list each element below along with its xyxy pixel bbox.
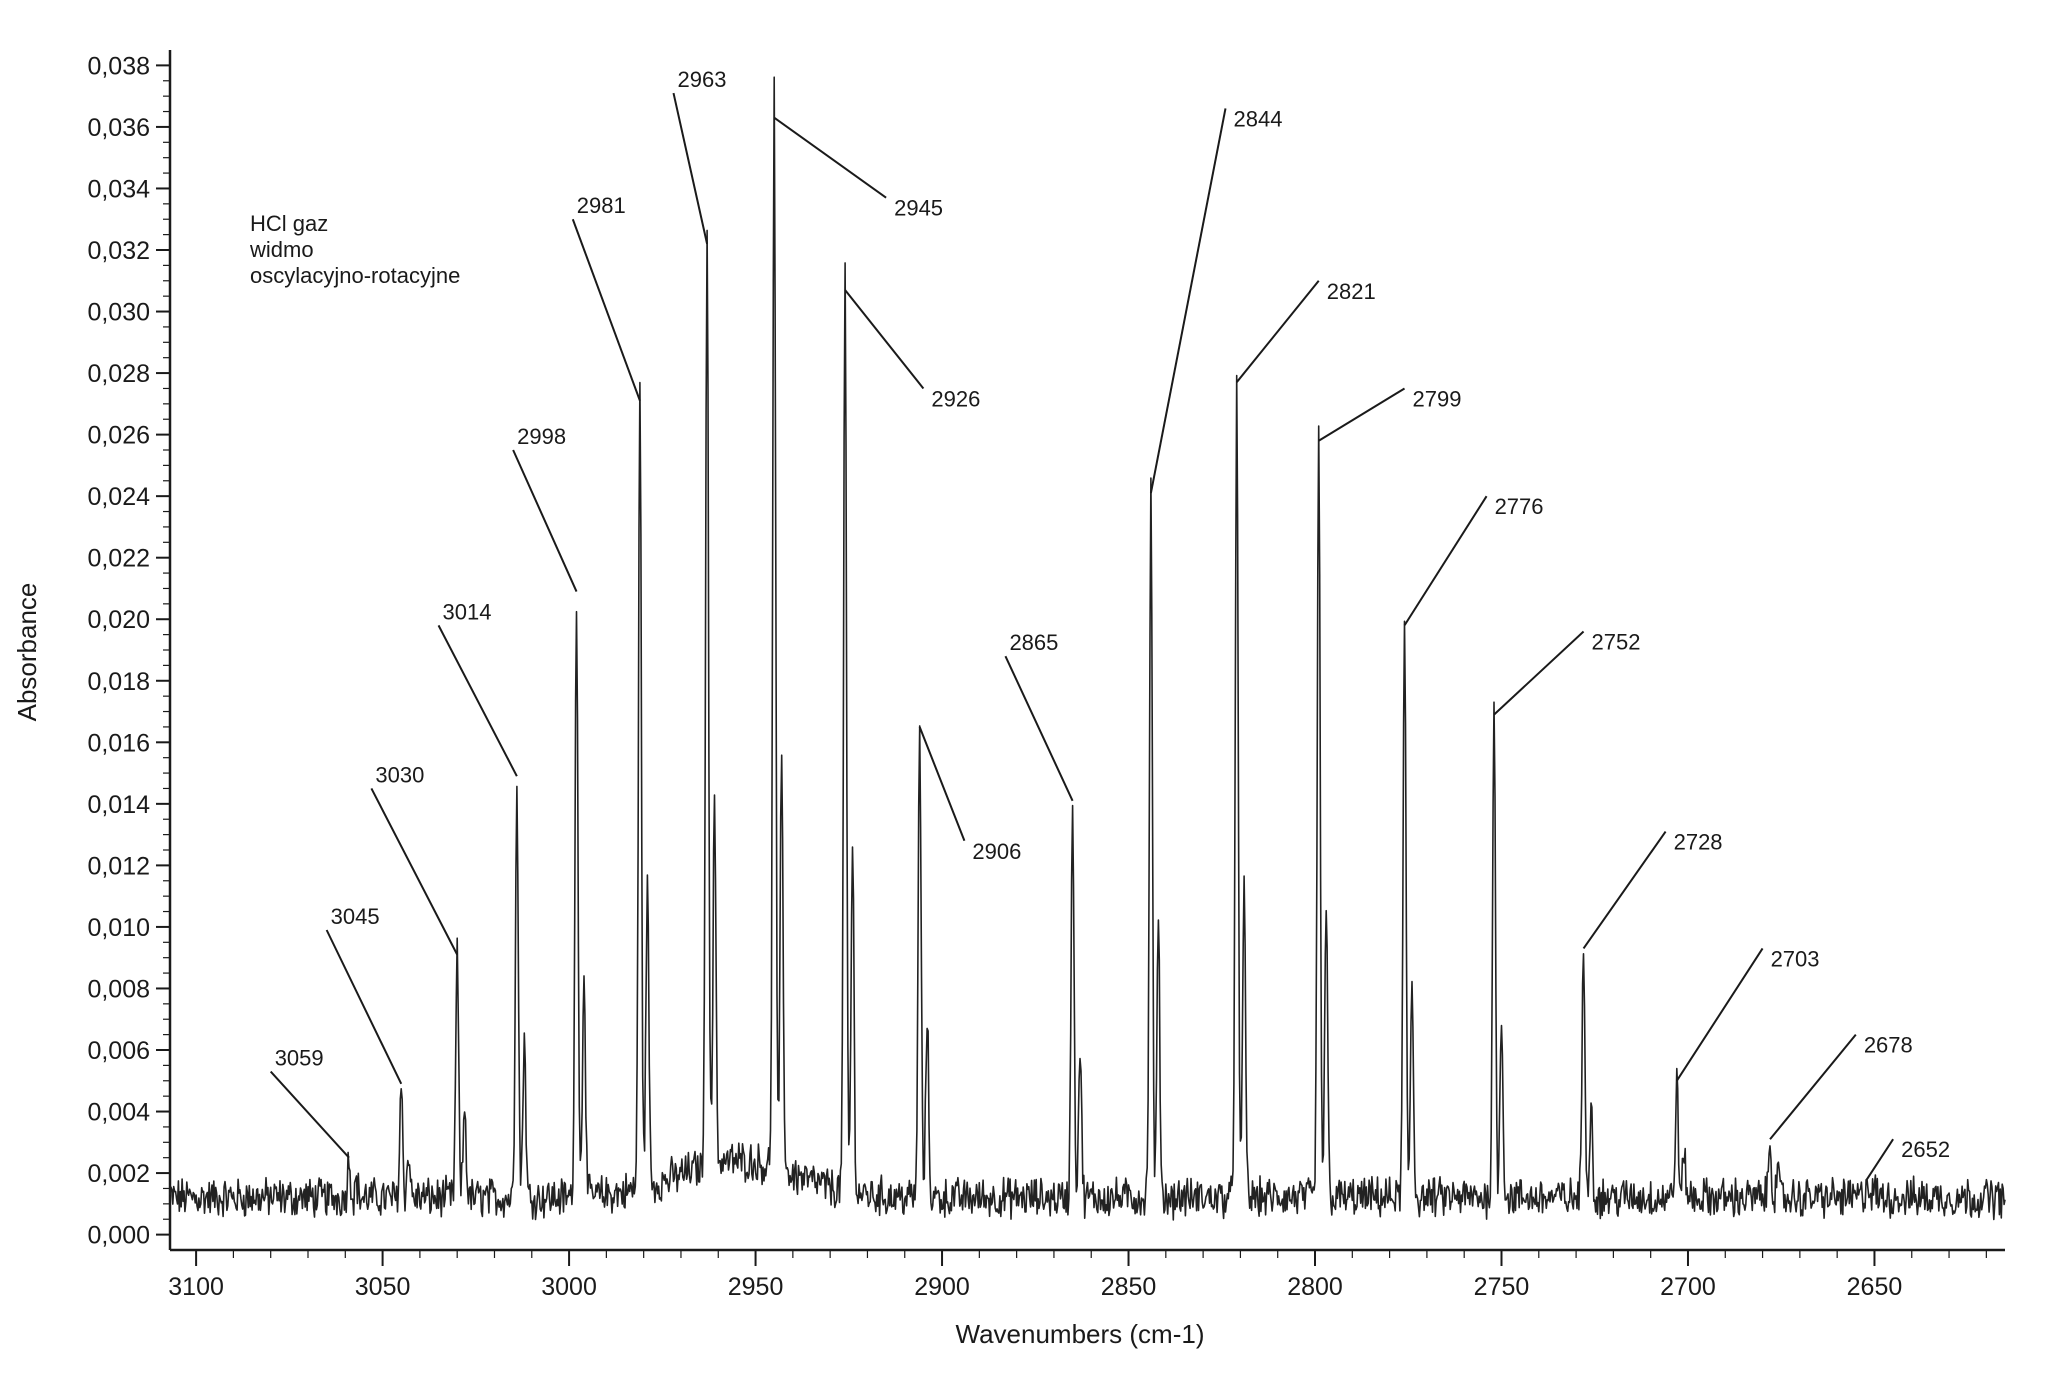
- peak-label-2799: 2799: [1413, 386, 1462, 411]
- peak-label-3014: 3014: [443, 599, 492, 624]
- peak-label-2981: 2981: [577, 193, 626, 218]
- y-axis-title: Absorbance: [12, 583, 42, 722]
- x-tick-label: 2750: [1474, 1273, 1530, 1301]
- y-tick-label: 0,014: [87, 791, 150, 819]
- peak-leader-line-3045: [325, 929, 403, 1085]
- peak-leader-line-2844: [1149, 108, 1227, 494]
- peak-leader-line-2926: [844, 289, 925, 390]
- peak-leader-line-2678: [1769, 1033, 1857, 1140]
- peak-labels: 3059 3045 3030 3014 2998 2981 2963 2945 2926 2906…: [275, 67, 1950, 1162]
- peak-leader-line-2981: [571, 218, 641, 402]
- peak-label-2703: 2703: [1771, 946, 1820, 971]
- peak-leader-lines: [269, 92, 1894, 1180]
- peak-label-2998: 2998: [517, 424, 566, 449]
- annotation-line-2: widmo: [249, 237, 314, 262]
- y-tick-label: 0,038: [87, 52, 150, 80]
- peak-leader-line-2945: [773, 116, 887, 199]
- peak-label-2752: 2752: [1592, 630, 1641, 655]
- y-tick-label: 0,028: [87, 360, 150, 388]
- peak-leader-line-2752: [1493, 630, 1585, 716]
- x-ticks: 3100 3050 3000 2950 2900 2850 2800 2750 2700 2650: [168, 1250, 1987, 1301]
- annotation-line-3: oscylacyjno-rotacyjne: [250, 263, 460, 288]
- peak-leader-line-2776: [1403, 495, 1488, 626]
- peak-leader-line-3059: [269, 1070, 350, 1159]
- peak-label-2776: 2776: [1495, 494, 1544, 519]
- peak-label-2652: 2652: [1901, 1137, 1950, 1162]
- y-tick-label: 0,030: [87, 299, 150, 327]
- spectrum-series-line: [169, 76, 2006, 1221]
- x-tick-label: 3050: [355, 1273, 411, 1301]
- y-tick-label: 0,022: [87, 545, 150, 573]
- peak-label-3045: 3045: [331, 904, 380, 929]
- x-tick-label: 2650: [1847, 1273, 1903, 1301]
- peak-label-2678: 2678: [1864, 1033, 1913, 1058]
- peak-leader-line-2652: [1866, 1138, 1894, 1180]
- y-tick-label: 0,008: [87, 975, 150, 1003]
- y-tick-label: 0,034: [87, 175, 150, 203]
- y-tick-label: 0,016: [87, 729, 150, 757]
- annotation-line-1: HCl gaz: [250, 211, 328, 236]
- peak-leader-line-2963: [672, 92, 709, 245]
- y-tick-label: 0,004: [87, 1099, 150, 1127]
- y-tick-label: 0,024: [87, 483, 150, 511]
- peak-leader-line-2821: [1235, 280, 1320, 383]
- peak-leader-line-2998: [512, 449, 578, 592]
- peak-leader-line-3030: [370, 788, 459, 956]
- y-tick-label: 0,002: [87, 1160, 150, 1188]
- peak-label-2926: 2926: [931, 386, 980, 411]
- x-axis-title: Wavenumbers (cm-1): [956, 1319, 1205, 1349]
- x-tick-label: 2900: [914, 1273, 970, 1301]
- peak-label-2906: 2906: [972, 839, 1021, 864]
- y-tick-label: 0,020: [87, 606, 150, 634]
- peak-label-2821: 2821: [1327, 279, 1376, 304]
- peak-label-2963: 2963: [678, 67, 727, 92]
- y-tick-label: 0,026: [87, 422, 150, 450]
- y-tick-label: 0,032: [87, 237, 150, 265]
- peak-label-3059: 3059: [275, 1046, 324, 1071]
- x-tick-label: 3000: [541, 1273, 597, 1301]
- y-tick-label: 0,036: [87, 114, 150, 142]
- peak-leader-line-2906: [918, 726, 966, 842]
- x-tick-label: 2850: [1101, 1273, 1157, 1301]
- peak-label-2728: 2728: [1674, 830, 1723, 855]
- x-tick-label: 3100: [168, 1273, 224, 1301]
- peak-leader-line-2728: [1582, 830, 1667, 950]
- peak-label-2865: 2865: [1009, 630, 1058, 655]
- peak-leader-line-2703: [1675, 947, 1764, 1082]
- y-tick-label: 0,000: [87, 1222, 150, 1250]
- peak-leader-line-3014: [437, 624, 518, 777]
- y-tick-label: 0,006: [87, 1037, 150, 1065]
- y-tick-label: 0,012: [87, 852, 150, 880]
- y-ticks: 0,000 0,002 0,004 0,006 0,008 0,010 0,012 0,014…: [87, 52, 170, 1250]
- peak-label-2945: 2945: [894, 196, 943, 221]
- y-tick-label: 0,018: [87, 668, 150, 696]
- peak-leader-line-2865: [1004, 655, 1074, 802]
- x-tick-label: 2950: [728, 1273, 784, 1301]
- x-tick-label: 2700: [1660, 1273, 1716, 1301]
- peak-label-3030: 3030: [375, 762, 424, 787]
- y-tick-label: 0,010: [87, 914, 150, 942]
- peak-label-2844: 2844: [1233, 106, 1282, 131]
- peak-leader-line-2799: [1318, 387, 1406, 442]
- x-tick-label: 2800: [1287, 1273, 1343, 1301]
